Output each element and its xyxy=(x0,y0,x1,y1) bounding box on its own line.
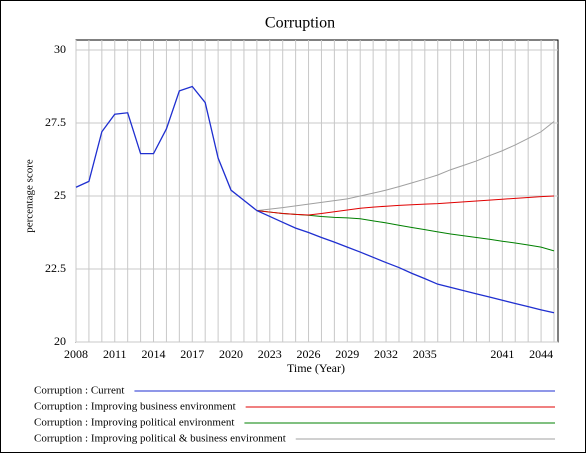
x-axis-label: Time (Year) xyxy=(287,361,345,375)
x-tick-label: 2008 xyxy=(64,347,88,361)
x-tick-label: 2041 xyxy=(490,347,514,361)
legend-label: Corruption : Improving business environm… xyxy=(34,401,236,413)
y-axis-label: percentage score xyxy=(24,159,36,233)
chart-title: Corruption xyxy=(265,15,335,32)
series-line xyxy=(256,121,555,212)
series-line xyxy=(256,195,555,216)
x-tick-label: 2014 xyxy=(142,347,166,361)
x-tick-label: 2035 xyxy=(413,347,437,361)
legend-label: Corruption : Current xyxy=(34,385,124,397)
x-tick-label: 2029 xyxy=(335,347,359,361)
legend-label: Corruption : Improving political environ… xyxy=(34,417,234,429)
legend-label: Corruption : Improving political & busin… xyxy=(34,433,286,445)
plot-area xyxy=(75,39,559,343)
y-tick-label: 22.5 xyxy=(45,261,66,275)
x-tick-label: 2017 xyxy=(180,347,204,361)
x-tick-label: 2044 xyxy=(529,347,553,361)
x-tick-label: 2011 xyxy=(103,347,127,361)
series-line xyxy=(75,85,555,314)
x-tick-label: 2020 xyxy=(219,347,243,361)
y-tick-label: 25 xyxy=(54,188,66,202)
x-tick-label: 2026 xyxy=(297,347,321,361)
x-tick-label: 2023 xyxy=(258,347,282,361)
y-tick-label: 27.5 xyxy=(45,115,66,129)
y-tick-label: 30 xyxy=(54,42,66,56)
x-tick-label: 2032 xyxy=(374,347,398,361)
y-tick-label: 20 xyxy=(54,334,66,348)
